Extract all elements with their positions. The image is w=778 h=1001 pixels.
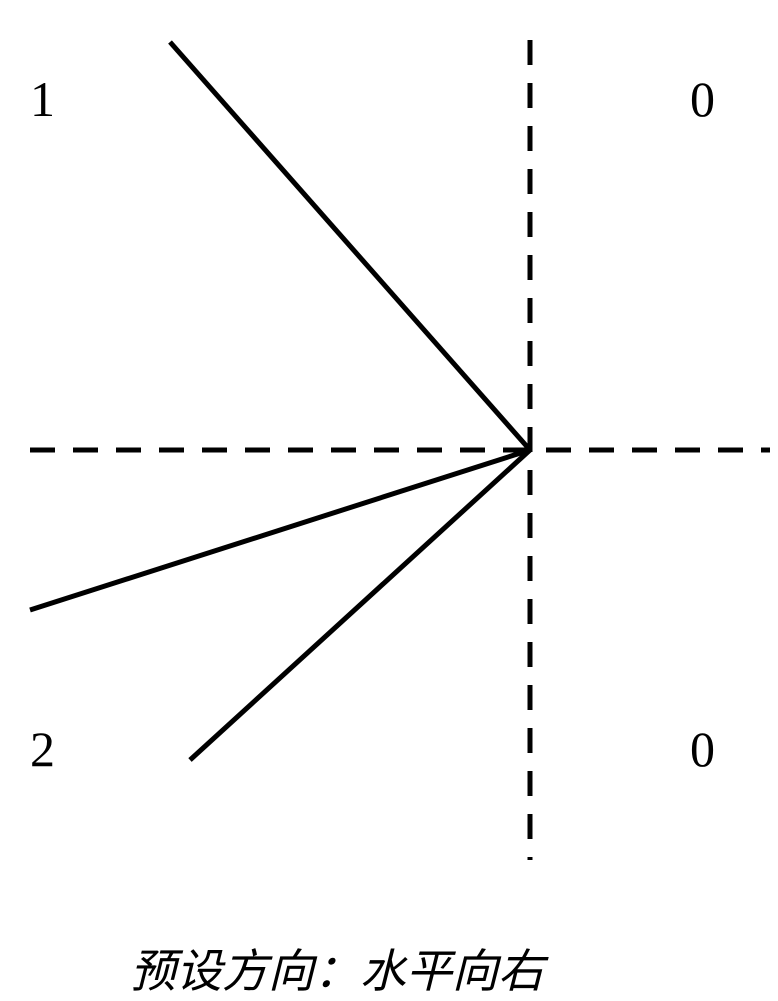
ray-lower-left-steep: [190, 450, 530, 760]
ray-upper-left: [170, 42, 530, 450]
label-top-right: 0: [690, 70, 715, 128]
diagram-container: 1 0 2 0 预设方向：水平向右: [0, 0, 778, 1000]
label-top-left: 1: [30, 70, 55, 128]
caption-text: 预设方向：水平向右: [130, 935, 544, 1001]
label-bottom-right: 0: [690, 720, 715, 778]
label-bottom-left: 2: [30, 720, 55, 778]
ray-lower-left-shallow: [30, 450, 530, 610]
diagram-svg: [0, 0, 778, 1000]
